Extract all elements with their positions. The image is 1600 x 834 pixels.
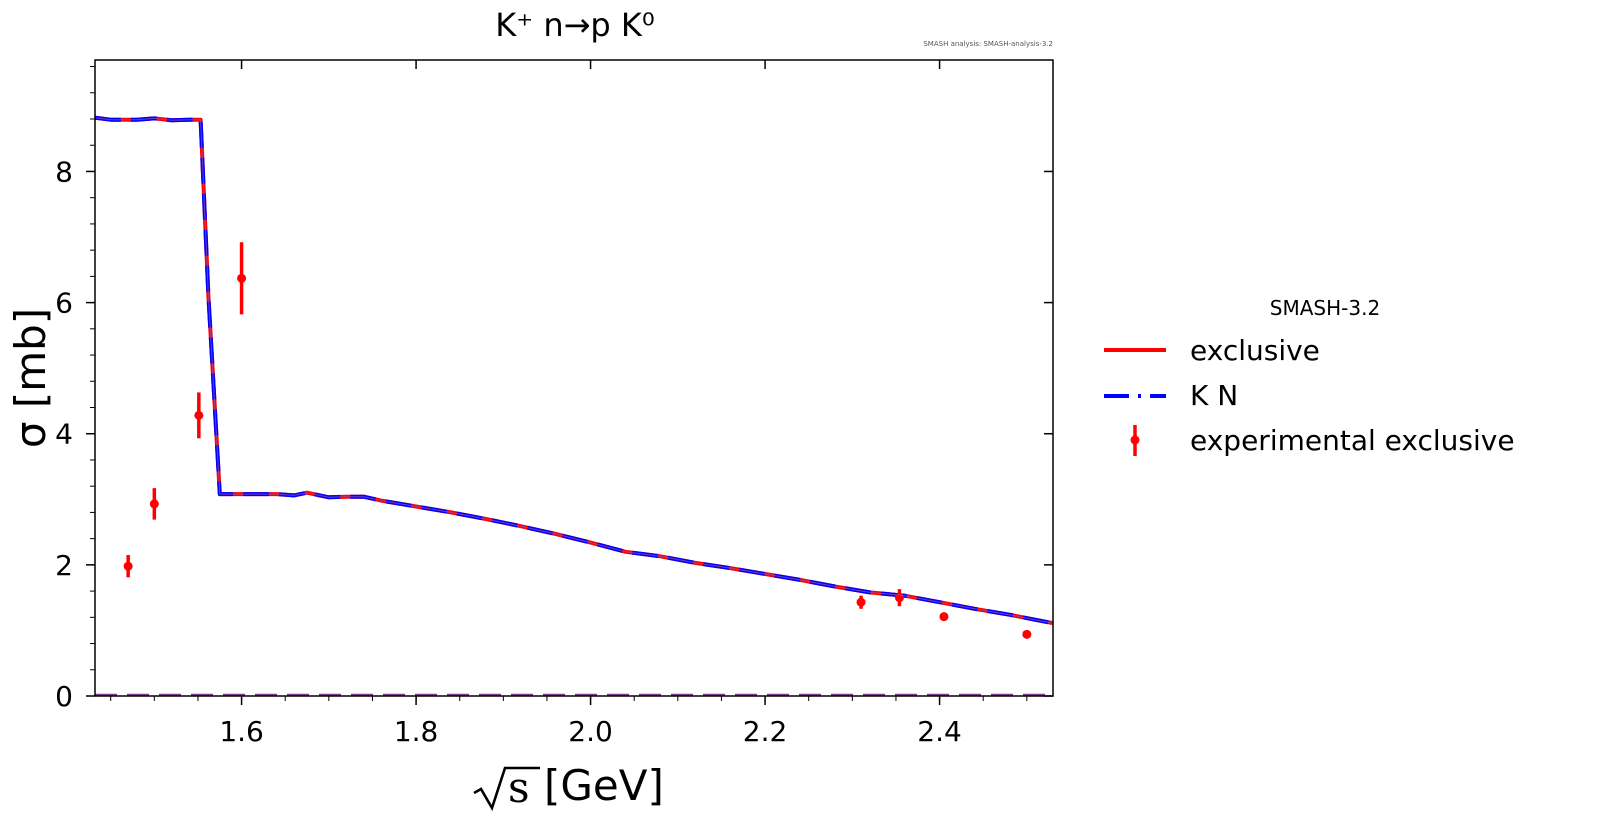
y-tick-label: 4 — [55, 418, 73, 451]
x-axis-label-root: s — [508, 763, 530, 812]
data-point — [939, 612, 949, 622]
legend-swatch-marker — [1130, 435, 1140, 445]
legend-entry-experimental: experimental exclusive — [1130, 424, 1515, 457]
y-tick-label: 6 — [55, 287, 73, 320]
series-line-exclusive — [95, 115, 1053, 626]
sqrt-symbol-icon — [473, 766, 540, 812]
legend: SMASH-3.2 exclusive K N experimental exc… — [1104, 296, 1515, 457]
chart-title: K⁺ n→p K⁰ — [495, 6, 654, 44]
plot-frame — [94, 59, 1054, 697]
legend-entry-kn: K N — [1104, 379, 1238, 412]
data-point — [856, 597, 866, 607]
y-axis-ticks: 0 2 4 6 8 — [55, 66, 1053, 713]
x-tick-label: 1.8 — [394, 715, 439, 748]
legend-label-kn: K N — [1190, 379, 1238, 412]
legend-label-experimental: experimental exclusive — [1190, 424, 1515, 457]
data-point — [123, 561, 133, 571]
series-line-total — [95, 117, 1053, 624]
data-point — [149, 499, 159, 509]
y-tick-label: 0 — [55, 680, 73, 713]
x-tick-label: 2.2 — [743, 715, 788, 748]
x-axis-label: s [GeV] — [473, 761, 664, 812]
plot-area — [95, 115, 1053, 696]
watermark-text: SMASH analysis: SMASH-analysis-3.2 — [923, 40, 1053, 48]
y-axis-label: σ [mb] — [6, 308, 55, 448]
y-tick-label: 2 — [55, 549, 73, 582]
x-tick-label: 2.0 — [568, 715, 613, 748]
data-point — [194, 410, 204, 420]
x-axis-ticks: 1.6 1.8 2.0 2.2 2.4 — [110, 60, 1028, 748]
series-line-kn — [95, 115, 1053, 626]
legend-title: SMASH-3.2 — [1270, 296, 1380, 320]
y-tick-label: 8 — [55, 155, 73, 188]
data-point — [237, 273, 247, 283]
legend-label-exclusive: exclusive — [1190, 334, 1320, 367]
legend-entry-exclusive: exclusive — [1104, 334, 1320, 367]
x-tick-label: 1.6 — [219, 715, 264, 748]
x-axis-label-unit: [GeV] — [544, 761, 664, 810]
data-point — [1022, 629, 1032, 639]
x-tick-label: 2.4 — [917, 715, 962, 748]
